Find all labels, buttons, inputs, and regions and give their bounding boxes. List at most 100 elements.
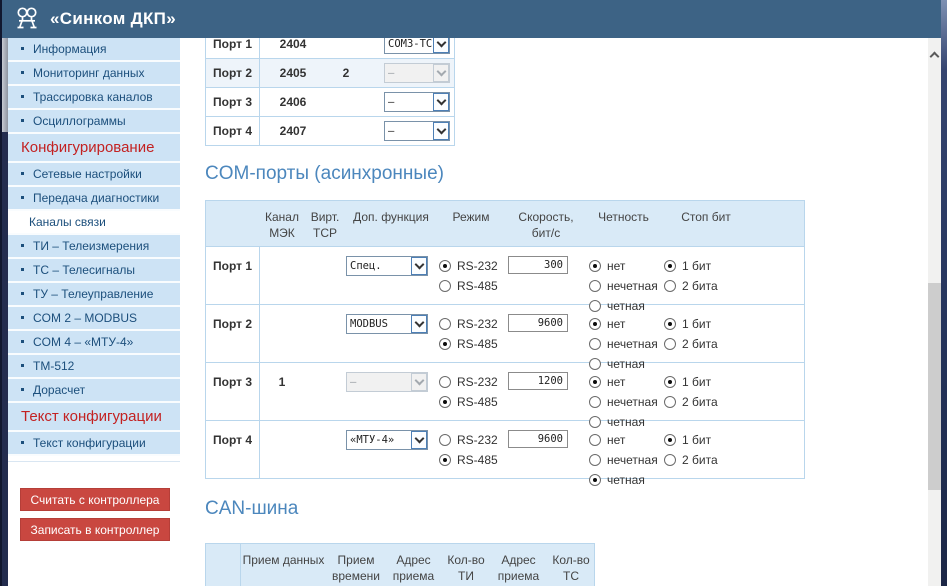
sidebar-item-monitoring[interactable]: Мониторинг данных — [8, 62, 180, 86]
radio-parity-none[interactable]: нет — [589, 372, 661, 392]
bullet-icon — [21, 95, 24, 98]
sidebar-item-label: Текст конфигурации — [33, 436, 146, 450]
column-header: Четность — [598, 210, 649, 224]
tcp-port-number: 2406 — [279, 95, 307, 109]
radio-rs485[interactable]: RS-485 — [439, 450, 506, 470]
sidebar-item-label: ТМ-512 — [33, 359, 75, 373]
radio-rs232[interactable]: RS-232 — [439, 256, 506, 276]
extra-function-select[interactable]: – — [384, 121, 450, 141]
sidebar-item-ti-telemetry[interactable]: ТИ – Телеизмерения — [8, 235, 180, 259]
radio-icon — [439, 396, 451, 408]
sidebar-item-com2-modbus[interactable]: COM 2 – MODBUS — [8, 307, 180, 331]
radio-stop-1bit[interactable]: 1 бит — [664, 314, 806, 334]
radio-parity-none[interactable]: нет — [589, 256, 661, 276]
column-header: Прием — [337, 553, 375, 567]
sidebar-item-label: ТИ – Телеизмерения — [33, 239, 150, 253]
radio-stop-1bit[interactable]: 1 бит — [664, 430, 806, 450]
extra-function-select[interactable]: MODBUS — [346, 314, 428, 334]
radio-icon — [439, 318, 451, 330]
radio-icon — [439, 376, 451, 388]
radio-rs485[interactable]: RS-485 — [439, 392, 506, 412]
radio-stop-2bit[interactable]: 2 бита — [664, 334, 806, 354]
sidebar-item-oscillograms[interactable]: Осциллограммы — [8, 110, 180, 134]
bullet-icon — [21, 172, 24, 175]
radio-parity-odd[interactable]: нечетная — [589, 276, 661, 296]
radio-rs485[interactable]: RS-485 — [439, 276, 506, 296]
table-row: Порт 2 MODBUS RS-232 RS-485 нет нечетная… — [206, 304, 806, 371]
speed-input[interactable] — [508, 430, 568, 448]
sidebar-heading-label: Текст конфигурации — [21, 408, 162, 425]
read-from-controller-button[interactable]: Считать с контроллера — [20, 488, 170, 511]
com-ports-section-title: COM-порты (асинхронные) — [205, 163, 444, 184]
sidebar-item-config-text[interactable]: Текст конфигурации — [8, 432, 180, 456]
bullet-icon — [21, 316, 24, 319]
radio-icon — [664, 338, 676, 350]
radio-stop-2bit[interactable]: 2 бита — [664, 276, 806, 296]
select-value: «МТУ-4» — [350, 434, 395, 446]
radio-rs232[interactable]: RS-232 — [439, 430, 506, 450]
radio-parity-none[interactable]: нет — [589, 314, 661, 334]
iec-channel-value — [260, 247, 304, 304]
radio-parity-even[interactable]: четная — [589, 470, 661, 490]
radio-parity-odd[interactable]: нечетная — [589, 334, 661, 354]
radio-rs485[interactable]: RS-485 — [439, 334, 506, 354]
radio-stop-1bit[interactable]: 1 бит — [664, 372, 806, 392]
column-header: Адрес — [501, 553, 536, 567]
sidebar-heading-config-text: Текст конфигурации — [8, 403, 180, 432]
radio-stop-2bit[interactable]: 2 бита — [664, 392, 806, 412]
radio-icon — [589, 396, 601, 408]
left-scrollbar-thumb[interactable] — [2, 0, 8, 132]
extra-function-select: – — [346, 372, 428, 392]
radio-parity-none[interactable]: нет — [589, 430, 661, 450]
radio-rs232[interactable]: RS-232 — [439, 314, 506, 334]
extra-function-select[interactable]: «МТУ-4» — [346, 430, 428, 450]
sidebar-item-information[interactable]: Информация — [8, 38, 180, 62]
vertical-scrollbar[interactable] — [928, 38, 941, 586]
extra-function-select[interactable]: COM3-TCP — [384, 38, 450, 54]
app-title: «Синком ДКП» — [50, 9, 176, 28]
scroll-up-arrow-icon[interactable] — [928, 48, 941, 62]
extra-function-select[interactable]: Спец. — [346, 256, 428, 276]
radio-stop-1bit[interactable]: 1 бит — [664, 256, 806, 276]
sidebar-item-network-settings[interactable]: Сетевые настройки — [8, 163, 180, 187]
radio-parity-even[interactable]: четная — [589, 296, 661, 316]
radio-rs232[interactable]: RS-232 — [439, 372, 506, 392]
port-label: Порт 1 — [206, 247, 260, 304]
bullet-icon — [21, 244, 24, 247]
sidebar-item-diagnostics-transfer[interactable]: Передача диагностики — [8, 187, 180, 211]
bullet-icon — [21, 47, 24, 50]
sidebar-item-tu-telecontrol[interactable]: ТУ – Телеуправление — [8, 283, 180, 307]
radio-icon — [664, 454, 676, 466]
radio-stop-2bit[interactable]: 2 бита — [664, 450, 806, 470]
radio-icon — [439, 454, 451, 466]
speed-input[interactable] — [508, 256, 568, 274]
sidebar-item-channel-trace[interactable]: Трассировка каналов — [8, 86, 180, 110]
radio-icon — [589, 376, 601, 388]
iec-channel-value: 2 — [342, 66, 350, 80]
radio-parity-even[interactable]: четная — [589, 412, 661, 432]
speed-input[interactable] — [508, 372, 568, 390]
sidebar-item-dorashchet[interactable]: Дорасчет — [8, 379, 180, 403]
sidebar-heading-label: Конфигурирование — [21, 139, 155, 156]
speed-input[interactable] — [508, 314, 568, 332]
radio-parity-odd[interactable]: нечетная — [589, 450, 661, 470]
sidebar-item-ts-telesignals[interactable]: ТС – Телесигналы — [8, 259, 180, 283]
extra-function-select[interactable]: – — [384, 92, 450, 112]
sidebar-item-label: COM 4 – «МТУ-4» — [33, 335, 134, 349]
radio-parity-odd[interactable]: нечетная — [589, 392, 661, 412]
sidebar-item-com4-mtu4[interactable]: COM 4 – «МТУ-4» — [8, 331, 180, 355]
write-to-controller-button[interactable]: Записать в контроллер — [20, 518, 170, 541]
sidebar-item-label: ТУ – Телеуправление — [33, 287, 154, 301]
scrollbar-thumb[interactable] — [928, 283, 941, 490]
bullet-icon — [21, 441, 24, 444]
radio-icon — [439, 260, 451, 272]
radio-icon — [664, 260, 676, 272]
sidebar-item-communication-channels[interactable]: Каналы связи — [8, 211, 180, 235]
sidebar-item-tm512[interactable]: ТМ-512 — [8, 355, 180, 379]
bullet-icon — [21, 292, 24, 295]
radio-icon — [439, 338, 451, 350]
radio-parity-even[interactable]: четная — [589, 354, 661, 374]
tcp-port-number: 2407 — [279, 124, 307, 138]
sidebar-item-label: COM 2 – MODBUS — [33, 311, 138, 325]
chevron-down-icon — [433, 38, 449, 53]
